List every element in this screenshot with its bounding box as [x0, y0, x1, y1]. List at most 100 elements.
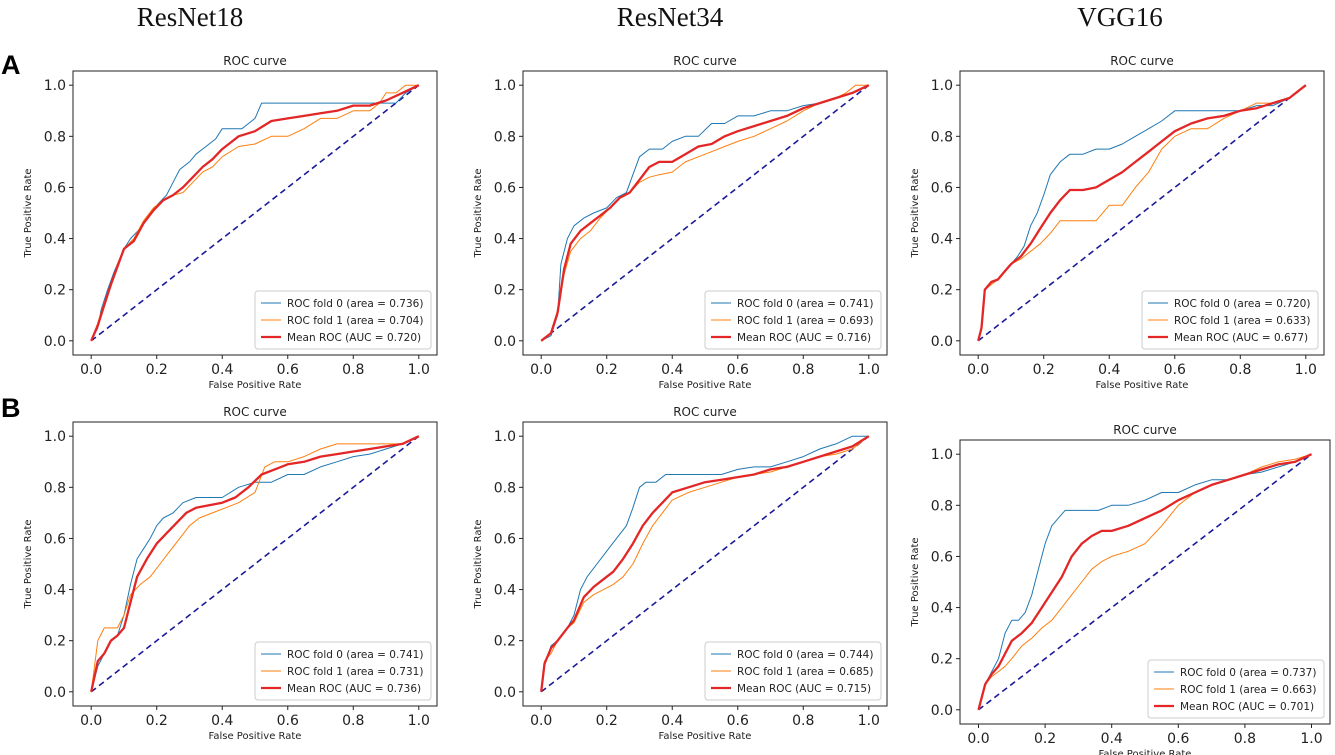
x-tick-label: 1.0 — [1295, 362, 1317, 378]
y-tick-label: 0.4 — [494, 583, 516, 599]
y-tick-label: 0.8 — [494, 480, 516, 496]
x-tick-label: 1.0 — [858, 713, 880, 729]
axes-frame — [522, 421, 888, 707]
x-tick-label: 0.8 — [342, 362, 364, 378]
y-tick-label: 0.6 — [931, 549, 953, 565]
x-axis-label: False Positive Rate — [209, 380, 302, 391]
axes-frame — [72, 421, 438, 707]
series-line-mean — [90, 84, 420, 342]
y-tick-label: 0.6 — [44, 531, 66, 547]
series-line-fold0 — [540, 435, 869, 692]
x-tick-label: 1.0 — [408, 713, 430, 729]
y-axis-label: True Positive Rate — [23, 168, 34, 258]
x-tick-label: 0.8 — [792, 713, 814, 729]
legend-box — [704, 641, 882, 701]
legend-label-fold0: ROC fold 0 (area = 0.741) — [287, 649, 423, 661]
legend-label-mean: Mean ROC (AUC = 0.720) — [287, 332, 421, 344]
y-tick-label: 0.4 — [931, 601, 953, 617]
series-line-fold0 — [90, 84, 420, 342]
chart-title: ROC curve — [1113, 423, 1177, 437]
axes-frame — [522, 70, 888, 356]
legend-label-fold0: ROC fold 0 (area = 0.741) — [737, 298, 873, 310]
x-tick-label: 0.0 — [967, 362, 989, 378]
x-tick-label: 0.2 — [1034, 731, 1056, 747]
axes-frame — [959, 439, 1331, 725]
x-axis-label: False Positive Rate — [1096, 380, 1189, 391]
series-line-fold0 — [540, 84, 870, 342]
x-tick-label: 0.2 — [146, 713, 168, 729]
x-tick-label: 0.6 — [727, 713, 749, 729]
x-axis-label: False Positive Rate — [659, 731, 752, 742]
y-tick-label: 0.6 — [931, 180, 953, 196]
y-tick-label: 1.0 — [44, 429, 66, 445]
legend-label-mean: Mean ROC (AUC = 0.716) — [737, 332, 871, 344]
y-tick-label: 0.2 — [931, 652, 953, 668]
x-tick-label: 1.0 — [858, 362, 880, 378]
column-header-vgg16: VGG16 — [1077, 2, 1163, 32]
y-tick-label: 0.0 — [44, 685, 66, 701]
x-tick-label: 1.0 — [1300, 731, 1322, 747]
x-tick-label: 0.4 — [661, 713, 683, 729]
x-tick-label: 0.6 — [727, 362, 749, 378]
x-tick-label: 1.0 — [408, 362, 430, 378]
x-axis-label: False Positive Rate — [659, 380, 752, 391]
x-tick-label: 0.2 — [1033, 362, 1055, 378]
y-tick-label: 0.0 — [494, 685, 516, 701]
legend-label-fold0: ROC fold 0 (area = 0.744) — [737, 649, 873, 661]
y-tick-label: 0.8 — [494, 129, 516, 145]
column-header-resnet34: ResNet34 — [616, 2, 724, 32]
row-label-a: A — [1, 50, 21, 80]
legend-box — [1147, 659, 1325, 719]
x-axis-label: False Positive Rate — [209, 731, 302, 742]
y-tick-label: 0.2 — [494, 283, 516, 299]
y-tick-label: 0.0 — [44, 334, 66, 350]
x-tick-label: 0.8 — [1229, 362, 1251, 378]
series-line-fold1 — [540, 84, 869, 342]
legend-box — [254, 641, 432, 701]
y-tick-label: 1.0 — [931, 447, 953, 463]
axes-frame — [959, 70, 1325, 356]
axes-frame — [72, 70, 438, 356]
series-line-fold1 — [90, 435, 420, 692]
chart-title: ROC curve — [673, 54, 737, 68]
y-tick-label: 0.4 — [931, 232, 953, 248]
legend-box — [704, 290, 882, 350]
row-label-b: B — [1, 393, 21, 423]
y-tick-label: 1.0 — [494, 429, 516, 445]
chart-title: ROC curve — [223, 405, 287, 419]
y-tick-label: 0.0 — [931, 334, 953, 350]
y-tick-label: 0.2 — [931, 283, 953, 299]
series-line-mean — [977, 453, 1312, 711]
series-line-mean — [977, 84, 1307, 342]
legend-label-fold1: ROC fold 1 (area = 0.704) — [287, 315, 423, 327]
y-tick-label: 0.6 — [494, 180, 516, 196]
x-tick-label: 0.0 — [530, 713, 552, 729]
chart-title: ROC curve — [223, 54, 287, 68]
y-axis-label: True Positive Rate — [23, 519, 34, 609]
x-tick-label: 0.8 — [1234, 731, 1256, 747]
legend-box — [1141, 290, 1319, 350]
x-tick-label: 0.6 — [277, 713, 299, 729]
series-line-mean — [540, 435, 870, 692]
x-tick-label: 0.6 — [1167, 731, 1189, 747]
y-tick-label: 1.0 — [494, 78, 516, 94]
x-tick-label: 0.0 — [80, 362, 102, 378]
legend-box — [254, 290, 432, 350]
x-tick-label: 0.2 — [596, 362, 618, 378]
series-line-fold0 — [90, 435, 420, 692]
y-tick-label: 0.2 — [494, 634, 516, 650]
y-tick-label: 0.8 — [44, 129, 66, 145]
legend-label-fold1: ROC fold 1 (area = 0.633) — [1174, 315, 1310, 327]
legend-label-mean: Mean ROC (AUC = 0.715) — [737, 683, 871, 695]
x-tick-label: 0.8 — [792, 362, 814, 378]
y-axis-label: True Positive Rate — [473, 519, 484, 609]
x-tick-label: 0.0 — [967, 731, 989, 747]
y-tick-label: 0.2 — [44, 634, 66, 650]
series-line-mean — [90, 435, 420, 693]
x-tick-label: 0.2 — [596, 713, 618, 729]
